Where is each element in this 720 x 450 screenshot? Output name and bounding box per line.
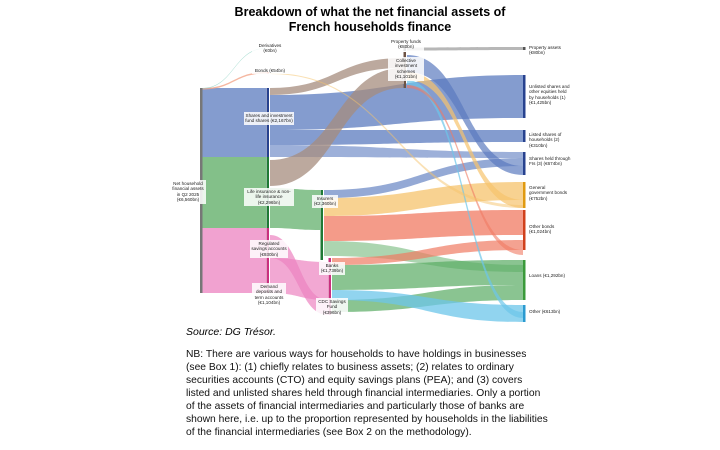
node-label: Unlisted shares and other equities held …: [529, 84, 570, 106]
node-bar: [523, 130, 526, 142]
node-label: Derivatives (€0bn): [252, 42, 288, 55]
node-bar: [320, 190, 323, 260]
node-bar: [328, 258, 331, 300]
node-label: Demand deposits and term accounts (€1,10…: [252, 283, 286, 307]
flow: [332, 240, 523, 265]
node-bar: [523, 260, 526, 300]
node-bar: [523, 75, 526, 118]
node-label: Property assets (€80bn): [529, 45, 561, 56]
node-label: General government bonds (€752bn): [529, 185, 568, 201]
node-bar: [523, 305, 526, 322]
node-label: Bonds (€54bn): [252, 67, 288, 75]
node-label: Insurers (€2,360bn): [312, 195, 338, 208]
flow: [202, 72, 266, 90]
flow: [407, 72, 523, 208]
node-bar: [266, 258, 269, 293]
node-label: Other (€613bn): [529, 309, 561, 314]
flow: [407, 47, 523, 51]
flow: [270, 68, 403, 186]
flow: [202, 88, 266, 157]
node-label: Regulated savings accounts (€930bn): [250, 240, 288, 259]
node-label: Property funds (€80bn): [388, 38, 424, 51]
flow: [324, 158, 523, 198]
flow: [270, 58, 403, 95]
node-label: Shares and investment fund shares (€2,16…: [244, 112, 294, 125]
node-label: Listed shares of households (2) (€310bn): [529, 132, 562, 148]
node-bar: [523, 182, 526, 208]
node-label: Loans (€1,292bn): [529, 273, 566, 278]
flow: [202, 48, 266, 89]
node-label: Shares held through FIs (3) (€674bn): [529, 156, 571, 167]
flow: [270, 130, 523, 145]
flow: [407, 55, 523, 175]
flow: [332, 290, 523, 322]
flow: [407, 80, 523, 318]
flow: [270, 75, 523, 130]
flow: [270, 73, 523, 208]
flow: [202, 157, 266, 228]
flow: [202, 258, 266, 293]
node-label: Life insurance & non-life insurance (€2,…: [244, 188, 294, 207]
node-label: Other bonds (€1,024bn): [529, 224, 555, 235]
node-bar: [523, 152, 526, 175]
node-label: CDC Savings Fund (€396bn): [316, 298, 348, 317]
node-label: Banks (€1,739bn): [319, 262, 345, 275]
title: Breakdown of what the net financial asse…: [234, 5, 506, 34]
flow: [407, 85, 523, 255]
flow: [332, 260, 523, 290]
node-bar: [523, 210, 526, 250]
node-label: Collective investment schemes (€1,101bn): [388, 57, 424, 81]
node-label: Net household financial assets in Q2 202…: [170, 180, 206, 204]
note: NB: There are various ways for household…: [186, 349, 548, 438]
node-bar: [523, 47, 526, 50]
source: Source: DG Trésor.: [186, 326, 276, 338]
